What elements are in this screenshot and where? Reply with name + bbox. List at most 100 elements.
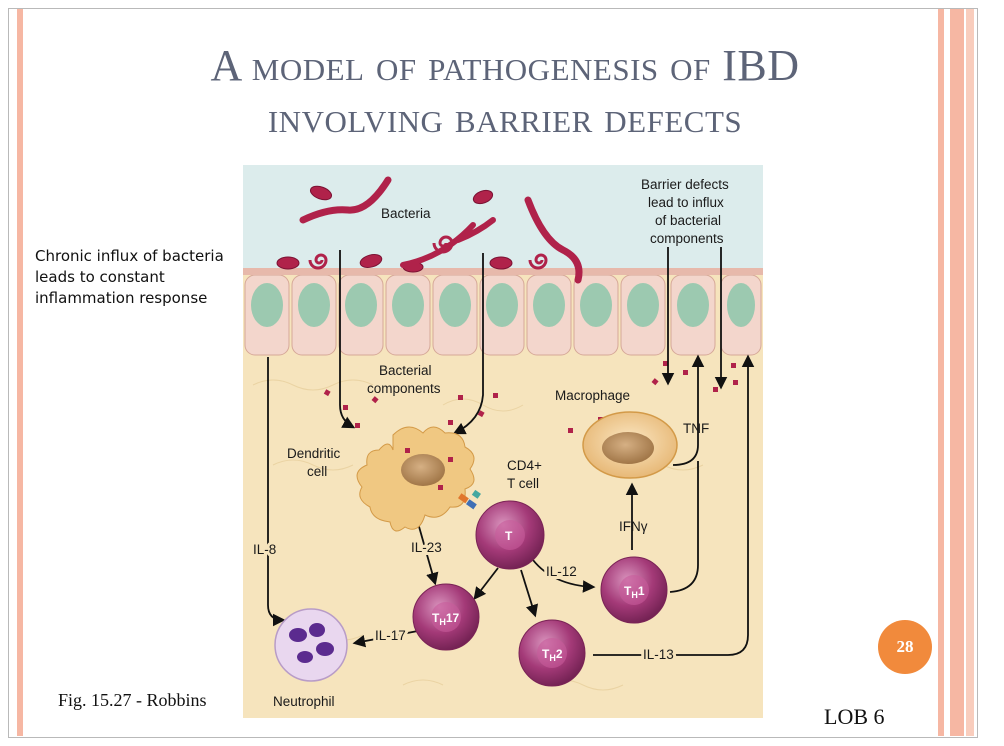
epithelial-cell: [291, 274, 337, 356]
arrow-th17-to-neutrophil: [352, 629, 424, 648]
label-tnf: TNF: [683, 421, 709, 436]
label-il12: IL-12: [546, 564, 577, 579]
bacteria-group: [276, 176, 583, 284]
th2-label: TH2: [542, 647, 563, 663]
t-cell: T: [475, 500, 545, 570]
left-accent-stripe: [17, 9, 23, 736]
slide-title-line-1: A model of pathogenesis of IBD: [210, 41, 800, 90]
dendritic-cell: [356, 426, 475, 532]
bacterium: [489, 256, 513, 270]
label-cd4: CD4+: [507, 458, 542, 473]
epithelial-cell: [670, 274, 716, 356]
figure-labels: Bacteria Barrier defects lead to influx …: [250, 177, 729, 709]
neutrophil-body: [274, 608, 348, 682]
label-il17: IL-17: [375, 628, 406, 643]
arrow-bacteria-to-dendritic-1: [339, 250, 356, 429]
spiral-bacterium: [528, 253, 548, 270]
epithelial-cell: [720, 274, 762, 356]
dendritic-cell-fragments: [405, 448, 453, 490]
epithelial-cell: [244, 274, 290, 356]
bacterial-components: [323, 361, 738, 433]
arrow-il12-to-th1: [532, 559, 596, 593]
component-fragment: [355, 423, 360, 428]
t-cell-label: T: [505, 529, 513, 543]
component-fragment: [323, 389, 331, 397]
right-accent-stripe-3: [966, 9, 974, 736]
figure-caption: Fig. 15.27 - Robbins: [58, 690, 207, 710]
right-accent-stripe-2: [950, 9, 964, 736]
label-barrier-defects-2: lead to influx: [648, 195, 724, 210]
label-bacterial-components-1: Bacterial: [379, 363, 432, 378]
dendritic-cell-nucleus: [401, 454, 445, 486]
component-fragment: [733, 380, 738, 385]
page-number-badge: 28: [878, 620, 932, 674]
epithelium: [243, 268, 763, 356]
epithelial-cell: [338, 274, 384, 356]
side-note: Chronic influx of bacteria leads to cons…: [35, 247, 224, 307]
epithelial-cell: [479, 274, 525, 356]
th17-label: TH17: [432, 611, 460, 627]
tcr-mhc-interaction: [458, 489, 481, 510]
right-accent-stripe-1: [938, 9, 944, 736]
brush-border: [243, 268, 763, 275]
component-fragment: [683, 370, 688, 375]
macrophage: [582, 411, 678, 479]
label-bacterial-components-2: components: [367, 381, 441, 396]
arrows: [267, 247, 755, 656]
label-barrier-defects-4: components: [650, 231, 724, 246]
label-il13: IL-13: [643, 647, 674, 662]
arrow-th1-to-epithelium: [669, 461, 699, 593]
rod-bacterium: [455, 217, 496, 243]
label-barrier-defects-3: of bacterial: [655, 213, 721, 228]
spiral-bacterium: [432, 235, 454, 254]
macrophage-nucleus: [602, 432, 654, 464]
epithelial-cell: [385, 274, 431, 356]
bacterium: [359, 254, 383, 268]
label-dendritic-1: Dendritic: [287, 446, 341, 461]
rod-bacterium: [299, 176, 392, 224]
label-barrier-defects-1: Barrier defects: [641, 177, 729, 192]
arrow-il13-to-epithelium: [593, 354, 755, 656]
spiral-bacteria: [308, 235, 548, 270]
epithelial-cell: [573, 274, 619, 356]
label-il23: IL-23: [411, 540, 442, 555]
label-dendritic-2: cell: [307, 464, 327, 479]
arrow-tnf-to-epithelium: [672, 354, 705, 466]
component-fragment: [458, 395, 463, 400]
component-fragment: [371, 396, 379, 404]
th2-cell: TH2: [518, 619, 586, 687]
component-fragment: [493, 393, 498, 398]
th1-cell: TH1: [600, 556, 668, 624]
th1-label: TH1: [624, 584, 645, 600]
bacterium: [309, 185, 333, 201]
footer-label: LOB 6: [824, 704, 885, 729]
arrow-bacteria-to-dendritic-2: [452, 253, 484, 435]
component-fragment: [651, 378, 659, 386]
th17-cell: TH17: [412, 583, 480, 651]
label-ifng: IFNγ: [619, 519, 648, 534]
component-fragment: [568, 428, 573, 433]
epithelial-cell: [432, 274, 478, 356]
arrow-il23-to-th17: [417, 522, 439, 586]
neutrophil: [274, 608, 348, 682]
rod-bacterium: [524, 196, 583, 284]
component-fragment: [343, 405, 348, 410]
ibd-pathogenesis-figure: T TH17 TH1 TH2 Bacteria Barrier defects …: [243, 165, 763, 718]
bacterium: [472, 189, 494, 205]
spiral-bacterium: [308, 253, 328, 270]
arrow-t-to-th2: [520, 569, 539, 618]
component-fragment: [731, 363, 736, 368]
label-macrophage: Macrophage: [555, 388, 630, 403]
component-fragment: [448, 420, 453, 425]
bacterium: [276, 256, 300, 270]
label-bacteria: Bacteria: [381, 206, 431, 221]
component-fragment: [663, 361, 668, 366]
epithelial-cell: [526, 274, 572, 356]
neutrophil-lobes: [289, 623, 334, 663]
lumen-region: [243, 165, 763, 270]
label-il8: IL-8: [253, 542, 276, 557]
label-cd4-tcell: T cell: [507, 476, 539, 491]
component-fragment: [477, 410, 485, 418]
slide-title-line-2: involving barrier defects: [267, 93, 743, 142]
